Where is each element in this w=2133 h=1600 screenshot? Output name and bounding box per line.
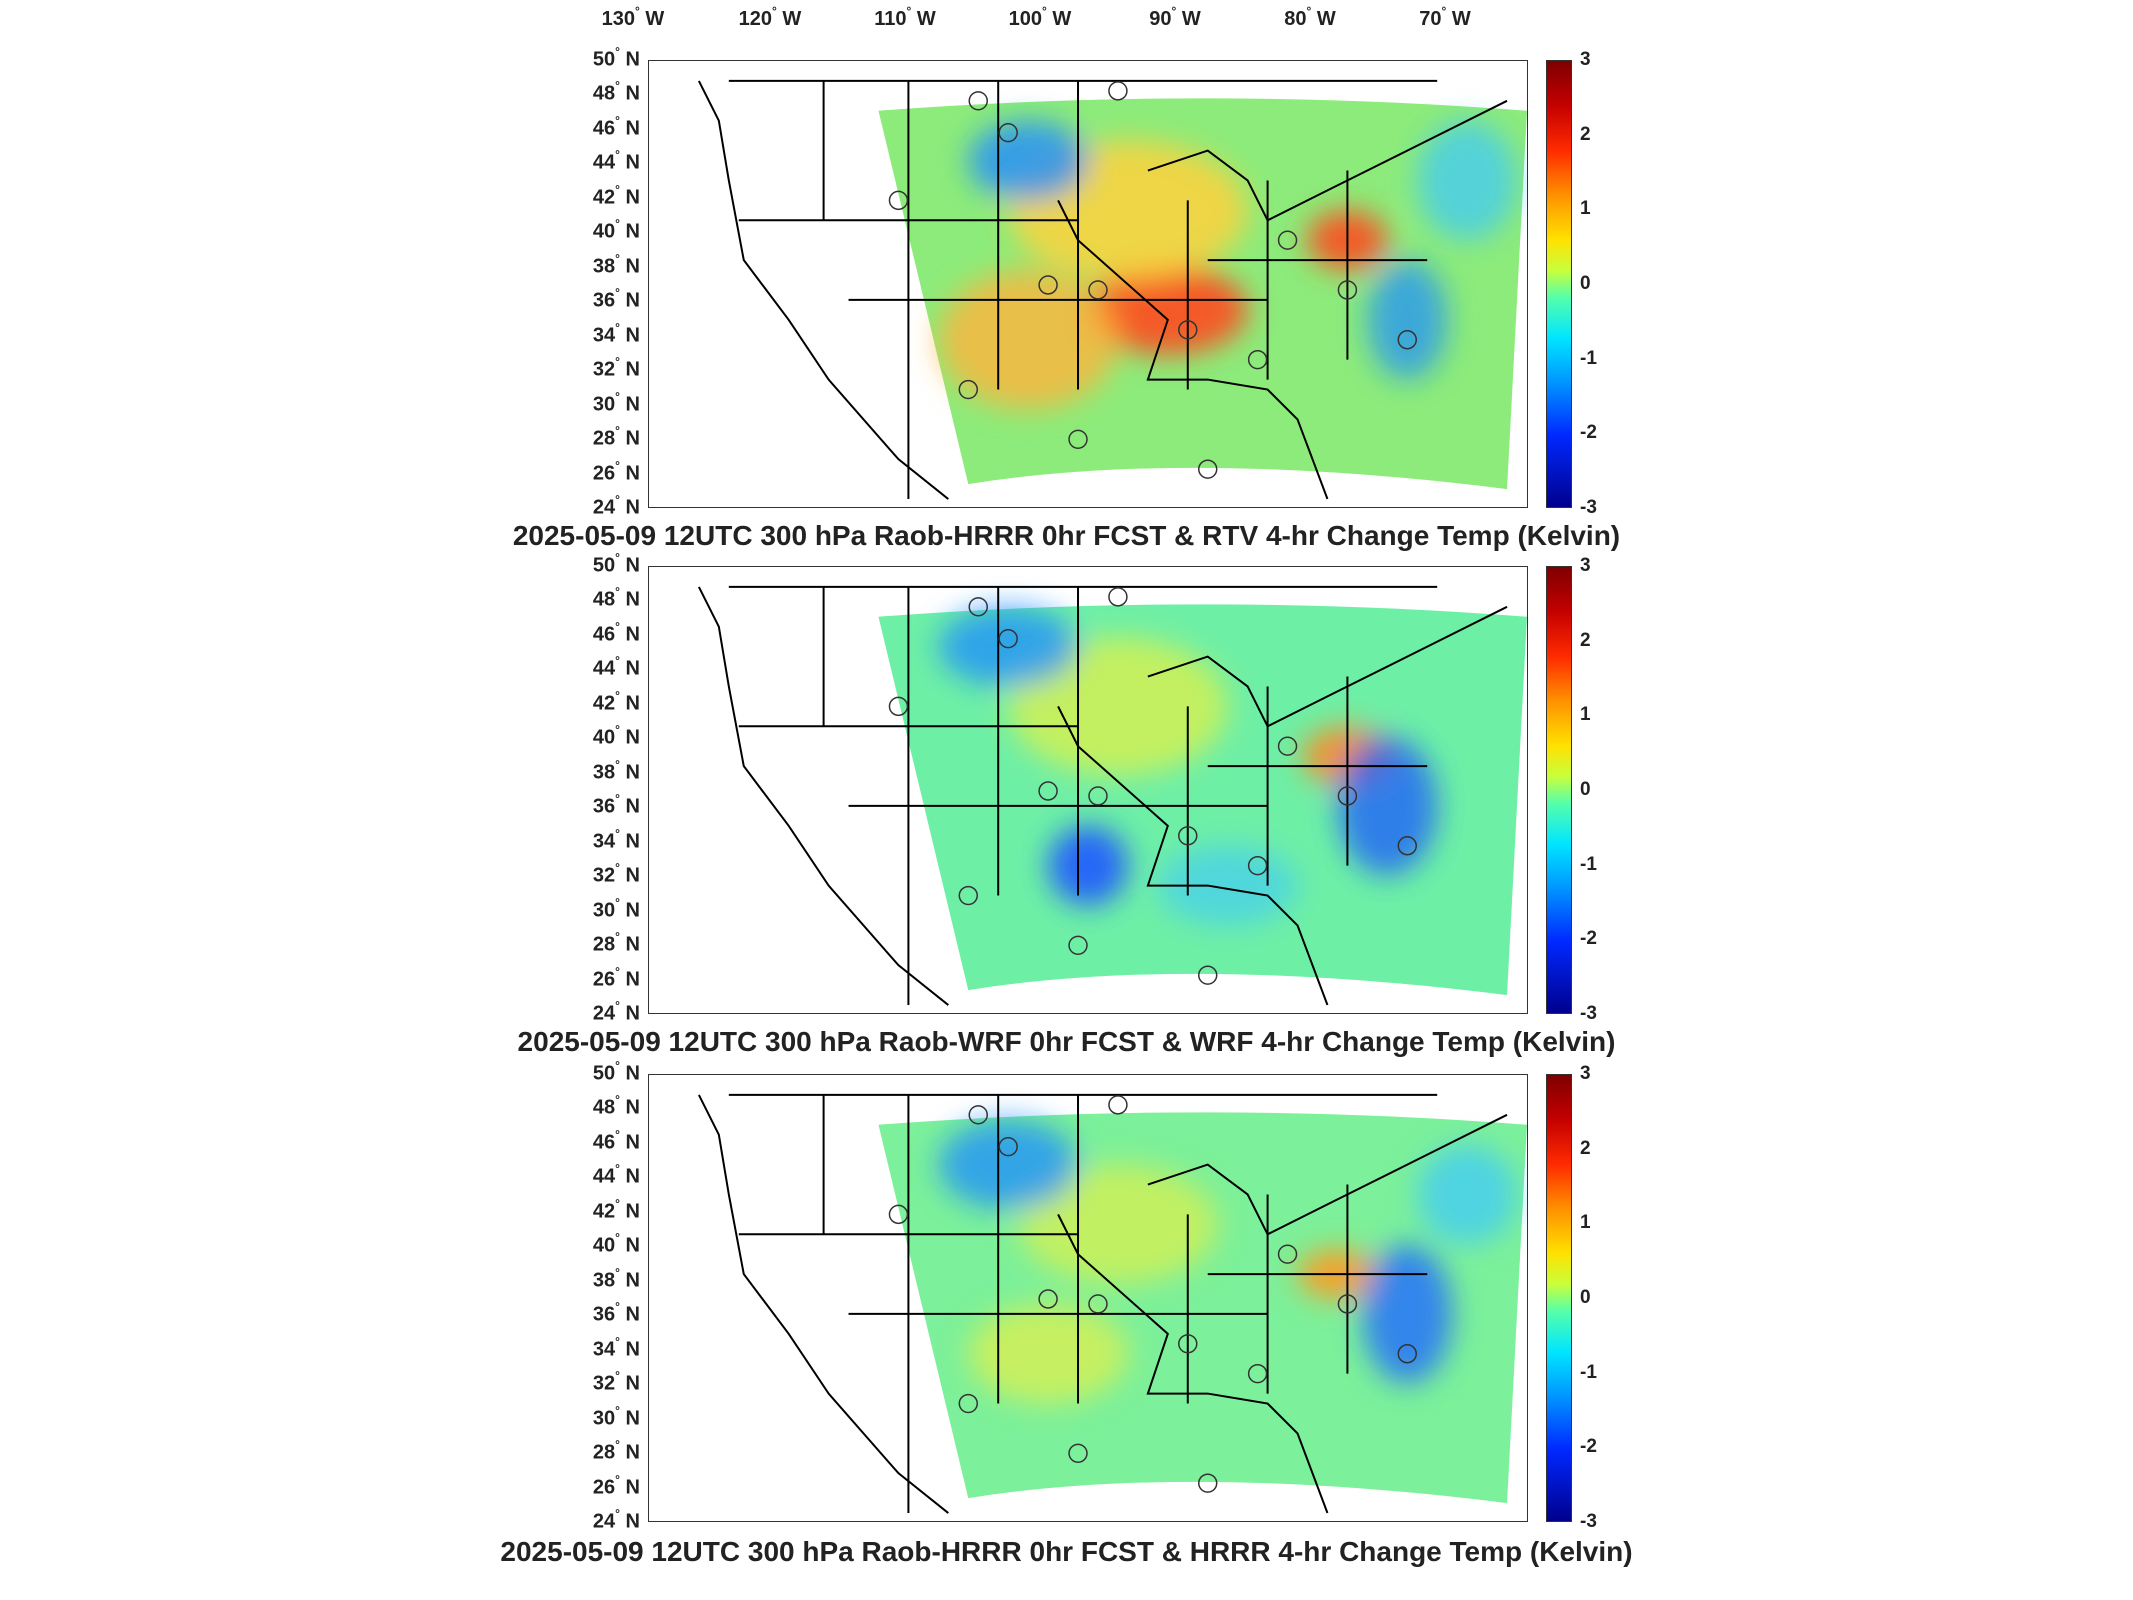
panel-title: 2025-05-09 12UTC 300 hPa Raob-WRF 0hr FC… [517, 1026, 1616, 1057]
colorbar-tick: 3 [1580, 49, 1591, 70]
lat-label-50: 50° N [592, 550, 640, 577]
lat-label-42: 42° N [592, 688, 640, 715]
lat-label-40: 40° N [592, 722, 640, 749]
lat-label-30: 30° N [592, 895, 640, 922]
lat-label-34: 34° N [592, 1334, 640, 1361]
lat-label-36: 36° N [592, 1299, 640, 1326]
longitude-axis: 130° W 120° W 110° W 100° W 90° W 80° W … [0, 4, 2133, 38]
colorbar-tick: 3 [1580, 555, 1591, 576]
lat-label-30: 30° N [592, 389, 640, 416]
lat-label-32: 32° N [592, 1368, 640, 1395]
colorbar-tick: -3 [1580, 497, 1597, 518]
lat-label-40: 40° N [592, 216, 640, 243]
colorbar-tick: 0 [1580, 779, 1591, 800]
lat-label-50: 50° N [592, 1058, 640, 1085]
lon-label-110: 110° W [874, 4, 936, 30]
map-svg [697, 1093, 1527, 1514]
colorbar-tick: -2 [1580, 928, 1597, 950]
lat-label-32: 32° N [592, 860, 640, 887]
colorbar-tick: -1 [1580, 347, 1597, 369]
colorbar-tick: 2 [1580, 629, 1591, 651]
colorbar-tick: -2 [1580, 1436, 1597, 1458]
lat-label-34: 34° N [592, 320, 640, 347]
lat-label-48: 48° N [592, 78, 640, 105]
lat-label-44: 44° N [592, 653, 640, 680]
colorbar-tick: -3 [1580, 1003, 1597, 1024]
colorbar-tick: 2 [1580, 123, 1591, 145]
colorbar-ticks: 3 2 1 0 -1 -2 -3 [1580, 1063, 1640, 1532]
latitude-axis: 50° N 48° N 46° N 44° N 42° N 40° N 38° N 36° N… [560, 551, 640, 1025]
lat-label-24: 24° N [592, 492, 640, 519]
lat-label-32: 32° N [592, 354, 640, 381]
lat-label-34: 34° N [592, 826, 640, 853]
colorbar-tick: 1 [1580, 704, 1591, 726]
latitude-axis: 50° N 48° N 46° N 44° N 42° N 40° N 38° N 36° N… [560, 45, 640, 519]
lat-label-38: 38° N [592, 251, 640, 278]
lat-label-36: 36° N [592, 791, 640, 818]
lat-label-26: 26° N [592, 964, 640, 991]
colorbar [1546, 60, 1572, 508]
lon-label-70: 70° W [1419, 4, 1471, 30]
lat-label-30: 30° N [592, 1403, 640, 1430]
lat-label-38: 38° N [592, 757, 640, 784]
lat-label-24: 24° N [592, 1506, 640, 1533]
lat-label-48: 48° N [592, 584, 640, 611]
latitude-axis: 50° N 48° N 46° N 44° N 42° N 40° N 38° N 36° N… [560, 1059, 640, 1533]
lat-label-24: 24° N [592, 998, 640, 1025]
colorbar-tick: 1 [1580, 1212, 1591, 1234]
lon-label-120: 120° W [738, 4, 802, 30]
lat-label-28: 28° N [592, 1437, 640, 1464]
lat-label-48: 48° N [592, 1092, 640, 1119]
map-area[interactable] [648, 1074, 1528, 1522]
lat-label-40: 40° N [592, 1230, 640, 1257]
lat-label-26: 26° N [592, 1472, 640, 1499]
lat-label-44: 44° N [592, 1161, 640, 1188]
lat-label-44: 44° N [592, 147, 640, 174]
lat-label-46: 46° N [592, 113, 640, 140]
lat-label-26: 26° N [592, 458, 640, 485]
lat-label-46: 46° N [592, 1127, 640, 1154]
lat-label-28: 28° N [592, 929, 640, 956]
colorbar [1546, 566, 1572, 1014]
colorbar-tick: 3 [1580, 1063, 1591, 1084]
lon-label-80: 80° W [1284, 4, 1336, 30]
lon-label-130: 130° W [601, 4, 665, 30]
lat-label-46: 46° N [592, 619, 640, 646]
colorbar-tick: 1 [1580, 198, 1591, 220]
lat-label-38: 38° N [592, 1265, 640, 1292]
lat-label-36: 36° N [592, 285, 640, 312]
colorbar-tick: 2 [1580, 1137, 1591, 1159]
panel-title: 2025-05-09 12UTC 300 hPa Raob-HRRR 0hr F… [512, 520, 1621, 551]
colorbar-ticks: 3 2 1 0 -1 -2 -3 [1580, 555, 1640, 1024]
colorbar-tick: 0 [1580, 1287, 1591, 1308]
colorbar [1546, 1074, 1572, 1522]
colorbar-tick: 0 [1580, 273, 1591, 294]
map-svg [697, 585, 1527, 1006]
lon-label-90: 90° W [1149, 4, 1201, 30]
map-area[interactable] [648, 566, 1528, 1014]
colorbar-tick: -3 [1580, 1511, 1597, 1532]
colorbar-tick: -1 [1580, 1361, 1597, 1383]
colorbar-tick: -1 [1580, 853, 1597, 875]
map-svg [697, 79, 1527, 500]
lat-label-50: 50° N [592, 44, 640, 71]
colorbar-tick: -2 [1580, 422, 1597, 444]
panel-title: 2025-05-09 12UTC 300 hPa Raob-HRRR 0hr F… [500, 1536, 1633, 1567]
lat-label-42: 42° N [592, 182, 640, 209]
lat-label-28: 28° N [592, 423, 640, 450]
map-area[interactable] [648, 60, 1528, 508]
colorbar-ticks: 3 2 1 0 -1 -2 -3 [1580, 49, 1640, 518]
lon-label-100: 100° W [1008, 4, 1072, 30]
lat-label-42: 42° N [592, 1196, 640, 1223]
